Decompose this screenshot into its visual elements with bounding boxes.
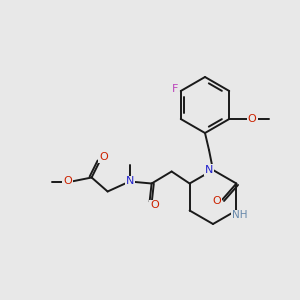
Text: O: O: [248, 114, 256, 124]
Text: O: O: [150, 200, 159, 211]
Text: F: F: [172, 84, 178, 94]
Text: NH: NH: [232, 211, 247, 220]
Text: O: O: [99, 152, 108, 163]
Text: N: N: [205, 165, 213, 175]
Text: N: N: [125, 176, 134, 187]
Text: O: O: [63, 176, 72, 187]
Text: O: O: [212, 196, 221, 206]
